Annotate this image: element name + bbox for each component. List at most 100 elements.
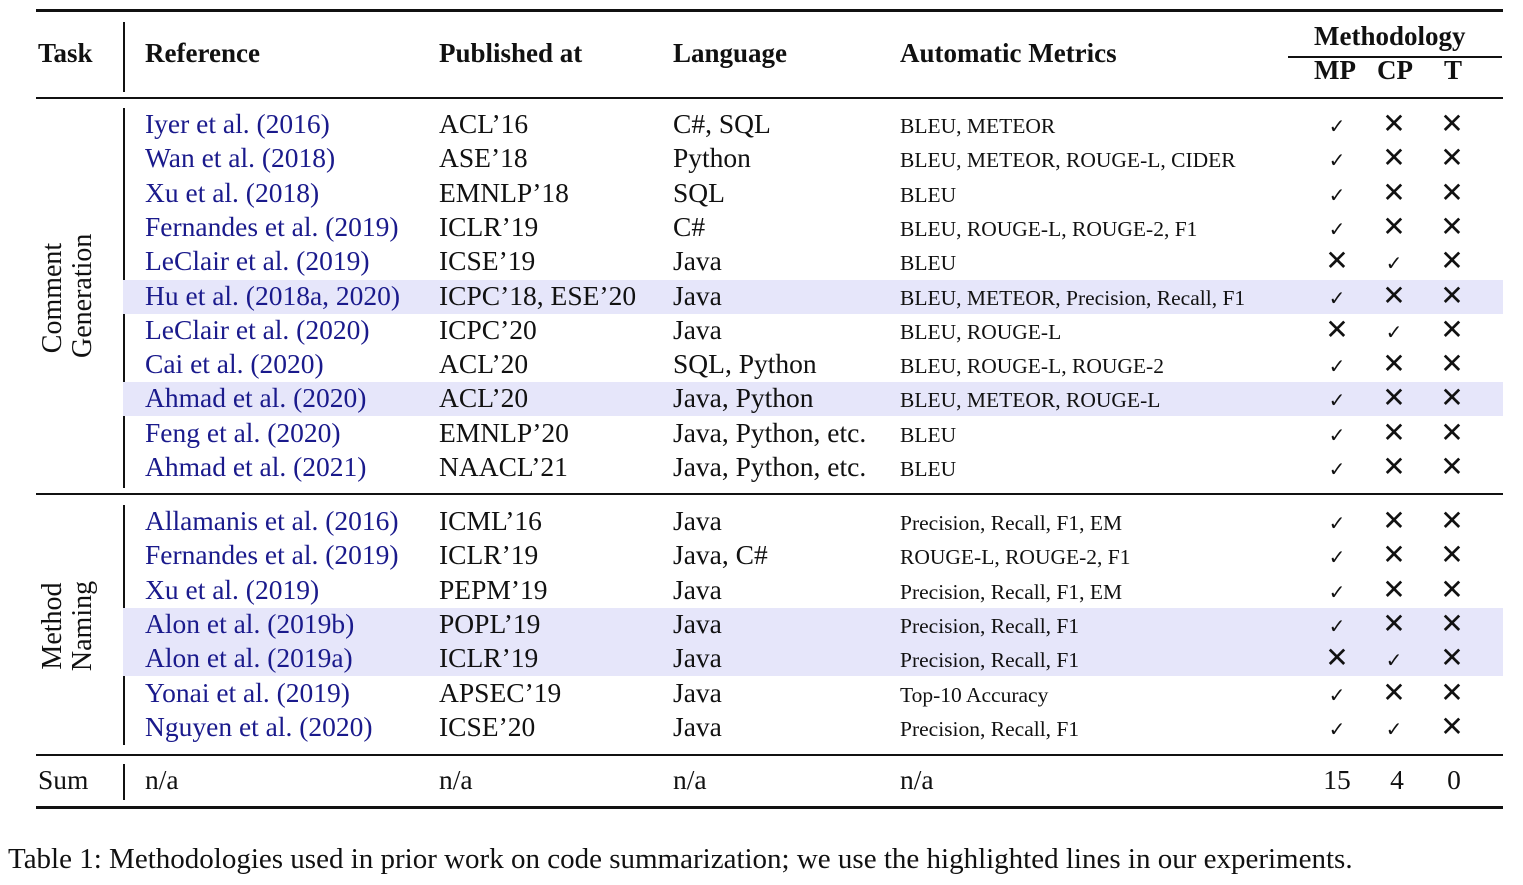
- table-bottom-rule: [36, 806, 1503, 809]
- row-reference: LeClair et al. (2020): [145, 313, 370, 345]
- row-published: ICML’16: [439, 505, 542, 536]
- cross-icon: ✕: [1382, 107, 1406, 140]
- row-metrics: Precision, Recall, F1, EM: [900, 511, 1123, 535]
- cross-icon: ✕: [1440, 538, 1464, 572]
- row-published: ICLR’19: [439, 539, 539, 571]
- row-metrics: BLEU: [900, 251, 957, 276]
- row-language: Java: [673, 505, 722, 536]
- cross-icon: ✕: [1440, 347, 1464, 381]
- row-reference: Ahmad et al. (2020): [145, 382, 367, 414]
- check-icon: ✓: [1328, 511, 1346, 535]
- cross-icon: ✕: [1382, 175, 1406, 209]
- header-methodology: Methodology: [1314, 21, 1466, 51]
- row-reference: LeClair et al. (2019): [145, 245, 370, 277]
- row-metrics: BLEU, ROUGE-L: [900, 319, 1062, 344]
- cross-icon: ✕: [1382, 347, 1406, 381]
- row-language: Java: [673, 313, 722, 345]
- check-icon: ✓: [1328, 148, 1346, 173]
- task-label-comment-generation: Comment Generation: [37, 234, 98, 358]
- row-language: Java: [673, 607, 722, 639]
- row-published: POPL’19: [439, 607, 541, 639]
- row-published: ICPC’18, ESE’20: [439, 279, 637, 311]
- cross-icon: ✕: [1440, 209, 1464, 243]
- check-icon: ✓: [1385, 319, 1403, 344]
- row-reference: Hu et al. (2018a, 2020): [145, 279, 401, 311]
- check-icon: ✓: [1328, 682, 1346, 707]
- sum-label: Sum: [38, 764, 89, 795]
- row-published: ICSE’19: [439, 245, 536, 277]
- sum-lang: n/a: [673, 764, 707, 795]
- row-metrics: BLEU: [900, 422, 957, 447]
- cross-icon: ✕: [1440, 278, 1464, 312]
- header-t: T: [1444, 55, 1463, 85]
- row-published: ASE’18: [439, 142, 528, 174]
- cross-icon: ✕: [1382, 278, 1406, 312]
- check-icon: ✓: [1328, 457, 1346, 481]
- row-published: ACL’16: [439, 108, 529, 139]
- row-language: Java: [673, 573, 722, 605]
- row-metrics: Precision, Recall, F1: [900, 716, 1080, 741]
- row-published: NAACL’21: [439, 451, 568, 482]
- task-label-line2: Naming: [67, 580, 98, 672]
- row-language: Java, Python, etc.: [673, 451, 867, 482]
- row-metrics: BLEU, ROUGE-L, ROUGE-2: [900, 354, 1164, 379]
- row-highlight: [123, 642, 1503, 677]
- row-language: Java: [673, 642, 722, 674]
- check-icon: ✓: [1328, 716, 1346, 741]
- check-icon: ✓: [1328, 545, 1346, 570]
- cross-icon: ✕: [1440, 107, 1464, 140]
- row-published: PEPM’19: [439, 573, 548, 605]
- check-icon: ✓: [1328, 388, 1346, 413]
- sum-pub: n/a: [439, 764, 473, 795]
- cross-icon: ✕: [1382, 381, 1406, 415]
- cross-icon: ✕: [1325, 312, 1349, 346]
- cross-icon: ✕: [1382, 209, 1406, 243]
- sum-vertical-separator: [123, 764, 125, 800]
- cross-icon: ✕: [1440, 244, 1464, 278]
- row-reference: Fernandes et al. (2019): [145, 539, 399, 571]
- row-reference: Xu et al. (2019): [145, 573, 320, 605]
- cross-icon: ✕: [1325, 641, 1349, 675]
- row-language: Python: [673, 142, 751, 174]
- row-published: APSEC’19: [439, 676, 562, 708]
- header-bottom-rule: [36, 97, 1503, 99]
- header-published: Published at: [439, 38, 583, 68]
- header-mp: MP: [1314, 55, 1356, 85]
- check-icon: ✓: [1328, 285, 1346, 310]
- row-reference: Iyer et al. (2016): [145, 108, 330, 139]
- sum-metrics: n/a: [900, 764, 934, 795]
- row-language: Java: [673, 245, 722, 277]
- check-icon: ✓: [1328, 182, 1346, 207]
- row-highlight: [123, 279, 1503, 314]
- cross-icon: ✕: [1440, 641, 1464, 675]
- cross-icon: ✕: [1440, 709, 1464, 743]
- sum-ref: n/a: [145, 764, 179, 795]
- row-published: ACL’20: [439, 348, 529, 380]
- row-published: ACL’20: [439, 382, 529, 414]
- row-reference: Nguyen et al. (2020): [145, 710, 373, 742]
- row-published: EMNLP’20: [439, 416, 569, 448]
- row-metrics: BLEU: [900, 182, 957, 207]
- sum-mp: 15: [1323, 764, 1351, 795]
- row-metrics: Precision, Recall, F1: [900, 613, 1080, 638]
- row-metrics: Top-10 Accuracy: [900, 682, 1049, 707]
- sum-cp: 4: [1390, 764, 1404, 795]
- header-reference: Reference: [145, 38, 260, 68]
- cross-icon: ✕: [1382, 675, 1406, 709]
- row-published: ICPC’20: [439, 313, 537, 345]
- cross-icon: ✕: [1382, 606, 1406, 640]
- cross-icon: ✕: [1382, 450, 1406, 483]
- row-highlight: [123, 607, 1503, 642]
- row-metrics: Precision, Recall, F1: [900, 648, 1080, 673]
- header-task: Task: [38, 38, 93, 68]
- check-icon: ✓: [1385, 716, 1403, 741]
- row-metrics: BLEU, ROUGE-L, ROUGE-2, F1: [900, 216, 1198, 241]
- cross-icon: ✕: [1440, 141, 1464, 175]
- cross-icon: ✕: [1382, 538, 1406, 572]
- check-icon: ✓: [1385, 251, 1403, 276]
- cross-icon: ✕: [1382, 504, 1406, 537]
- row-reference: Alon et al. (2019b): [145, 607, 355, 639]
- row-reference: Fernandes et al. (2019): [145, 210, 399, 242]
- row-reference: Wan et al. (2018): [145, 142, 336, 174]
- row-reference: Allamanis et al. (2016): [145, 505, 399, 536]
